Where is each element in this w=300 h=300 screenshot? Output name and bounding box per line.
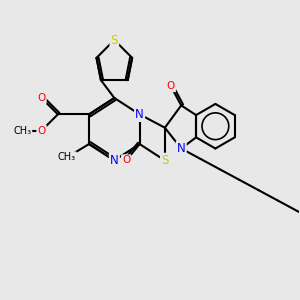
Text: O: O [122, 155, 130, 165]
Text: N: N [135, 108, 144, 121]
Text: N: N [177, 142, 186, 155]
Text: CH₃: CH₃ [13, 126, 31, 136]
Text: O: O [38, 93, 46, 103]
Text: S: S [161, 154, 169, 167]
Text: O: O [38, 126, 46, 136]
Text: CH₃: CH₃ [58, 152, 76, 162]
Text: S: S [111, 34, 118, 46]
Text: N: N [110, 154, 119, 167]
Text: O: O [167, 81, 175, 91]
